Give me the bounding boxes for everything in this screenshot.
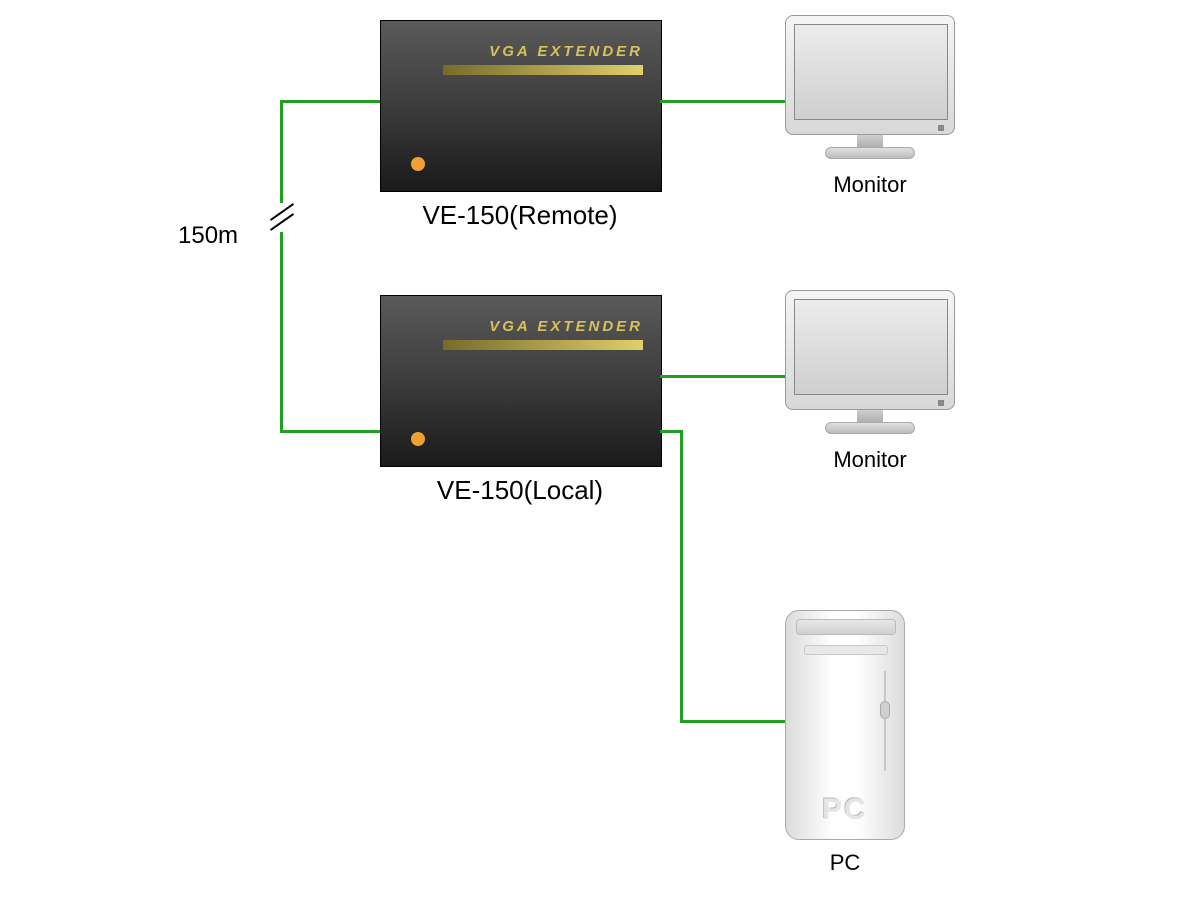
monitor-top-label: Monitor xyxy=(785,172,955,198)
pc-label: PC xyxy=(785,850,905,876)
extender-remote-caption: VE-150(Remote) xyxy=(380,200,660,231)
monitor-top-screen xyxy=(794,24,948,120)
extender-remote: VGA EXTENDER xyxy=(380,20,662,192)
cable-u-v-upper xyxy=(280,100,283,203)
monitor-bottom-screen xyxy=(794,299,948,395)
pc-top-bezel xyxy=(796,619,896,635)
monitor-bottom-label: Monitor xyxy=(785,447,955,473)
distance-label: 150m xyxy=(178,222,238,250)
cable-u-bottom-h xyxy=(280,430,380,433)
cable-break-mark-icon xyxy=(268,205,296,229)
extender-local-product-label: VGA EXTENDER xyxy=(489,318,643,335)
monitor-top-frame xyxy=(785,15,955,135)
monitor-bottom-frame xyxy=(785,290,955,410)
pc-tower: PC xyxy=(785,610,905,840)
extender-local-led xyxy=(411,432,425,446)
cable-u-top-h xyxy=(280,100,380,103)
extender-local-bar xyxy=(443,340,643,350)
monitor-bottom-button-icon xyxy=(938,400,944,406)
monitor-bottom-base xyxy=(825,422,915,434)
cable-local-to-pc-h2 xyxy=(680,720,785,723)
pc-tower-text: PC xyxy=(786,793,904,827)
extender-remote-led xyxy=(411,157,425,171)
cable-u-v-lower xyxy=(280,232,283,433)
monitor-top-button-icon xyxy=(938,125,944,131)
diagram-canvas: VGA EXTENDER VE-150(Remote) VGA EXTENDER… xyxy=(0,0,1200,900)
extender-local: VGA EXTENDER xyxy=(380,295,662,467)
cable-local-to-pc-v xyxy=(680,430,683,720)
cable-remote-to-monitor xyxy=(660,100,785,103)
cable-local-to-monitor xyxy=(660,375,785,378)
pc-body: PC xyxy=(785,610,905,840)
pc-accent-line xyxy=(884,671,886,771)
monitor-bottom xyxy=(785,290,955,450)
monitor-top-base xyxy=(825,147,915,159)
extender-remote-bar xyxy=(443,65,643,75)
extender-remote-product-label: VGA EXTENDER xyxy=(489,43,643,60)
extender-local-caption: VE-150(Local) xyxy=(380,475,660,506)
pc-drive-bay-icon xyxy=(804,645,888,655)
pc-power-button-icon xyxy=(880,701,890,719)
monitor-top xyxy=(785,15,955,175)
